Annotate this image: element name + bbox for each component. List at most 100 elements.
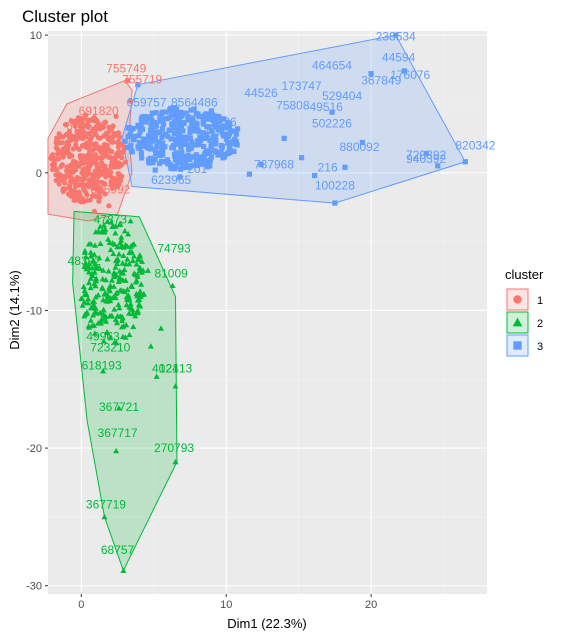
cluster-3-core-point [208, 108, 214, 114]
cluster-3-core-point [168, 136, 174, 142]
cluster-1-point [91, 208, 97, 214]
cluster-2-core-point [93, 263, 100, 269]
cluster-2-core-point [133, 309, 140, 316]
y-tick-label: -20 [26, 443, 42, 455]
cluster-2-core-point [121, 228, 128, 234]
cluster-2-core-point [116, 221, 123, 228]
cluster-3-core-point [174, 159, 180, 165]
cluster-2-point [120, 567, 127, 573]
cluster-3-point [246, 171, 252, 177]
cluster-2-core-point [136, 252, 143, 258]
point-label: 820342 [455, 138, 495, 152]
cluster-3-point [393, 32, 399, 38]
cluster-3-point [342, 164, 348, 170]
cluster-3-core-point [167, 127, 174, 133]
cluster-3-core-point [152, 133, 159, 139]
cluster-2-core-point [128, 248, 135, 255]
cluster-3-point [148, 145, 154, 151]
cluster-1-core-point [122, 159, 129, 165]
cluster-3-core-point [169, 109, 175, 115]
cluster-3-core-point [122, 138, 128, 144]
cluster-2-point [144, 267, 151, 273]
cluster-2-core-point [97, 309, 104, 316]
cluster-1-core-point [77, 119, 83, 125]
cluster-3-core-point [207, 137, 213, 144]
cluster-3-core-point [190, 125, 196, 131]
cluster-3-core-point [146, 160, 152, 166]
point-label: 659757 [126, 96, 166, 110]
cluster-3-point [423, 150, 429, 157]
cluster-3-core-point [231, 148, 237, 154]
cluster-3-core-point [157, 114, 163, 120]
point-label: 74793 [157, 242, 191, 256]
cluster-1-point [125, 77, 131, 84]
cluster-2-core-point [100, 227, 107, 234]
cluster-3-core-point [146, 135, 153, 142]
cluster-2-core-point [118, 234, 125, 240]
cluster-3-core-point [221, 133, 227, 139]
cluster-1-core-point [58, 163, 64, 170]
cluster-1-core-point [107, 154, 113, 160]
cluster-3-core-point [159, 142, 165, 148]
cluster-1-core-point [100, 124, 107, 130]
x-tick-label: 0 [78, 599, 84, 611]
cluster-1-core-point [116, 171, 122, 177]
cluster-1-core-point [78, 154, 84, 160]
cluster-3-core-point [234, 126, 241, 132]
cluster-3-core-point [189, 139, 195, 145]
cluster-3-core-point [203, 135, 210, 142]
point-label: 48392 [68, 254, 102, 268]
cluster-3-core-point [224, 140, 231, 146]
cluster-3-core-point [196, 142, 202, 148]
cluster-1-core-point [99, 179, 105, 185]
cluster-3-point [435, 163, 441, 169]
legend: cluster 1 2 3 [505, 267, 544, 357]
cluster-3-core-point [173, 150, 179, 156]
cluster-3-core-point [137, 140, 143, 146]
point-label: 4021 [152, 361, 179, 375]
point-label: 12413 [159, 361, 193, 375]
point-label: 755719 [122, 72, 162, 86]
cluster-2-point [101, 513, 108, 520]
cluster-2-core-point [92, 282, 99, 289]
cluster-2-core-point [97, 240, 104, 246]
cluster-2-point [172, 458, 179, 465]
cluster-1-core-point [83, 190, 89, 196]
cluster-1-core-point [71, 187, 77, 194]
cluster-2-core-point [121, 288, 128, 295]
cluster-2-core-point [129, 257, 136, 264]
cluster-3-point [281, 135, 287, 141]
cluster-2-core-point [95, 291, 102, 298]
cluster-3-core-point [178, 126, 184, 132]
cluster-3-point [213, 149, 219, 155]
cluster-1-core-point [109, 160, 115, 166]
cluster-2-core-point [107, 297, 114, 304]
point-label: 47873 [94, 213, 128, 227]
plot-panel [48, 31, 487, 594]
cluster-2-core-point [85, 241, 92, 247]
cluster-1-core-point [83, 172, 90, 178]
cluster-2-core-point [105, 268, 112, 274]
cluster-2-core-point [100, 338, 107, 344]
cluster-1-core-point [68, 117, 74, 124]
cluster-3-core-point [154, 129, 160, 135]
cluster-3-core-point [173, 106, 179, 112]
cluster-3-point [311, 172, 318, 179]
cluster-3-core-point [207, 150, 213, 156]
cluster-1-point [113, 113, 119, 119]
cluster-1-core-point [98, 186, 104, 192]
cluster-2-core-point [85, 295, 92, 302]
cluster-2-core-point [81, 312, 88, 319]
cluster-2-core-point [110, 283, 117, 289]
cluster-3-core-point [143, 119, 149, 125]
cluster-2-core-point [106, 285, 113, 292]
cluster-1-core-point [93, 141, 99, 147]
cluster-3-core-point [152, 156, 158, 163]
cluster-2-core-point [91, 251, 98, 257]
cluster-1-core-point [115, 177, 121, 183]
point-label: 367719 [86, 498, 126, 512]
cluster-3-core-point [179, 165, 186, 171]
point-label: 529404 [322, 89, 362, 103]
cluster-1-core-point [107, 148, 113, 154]
